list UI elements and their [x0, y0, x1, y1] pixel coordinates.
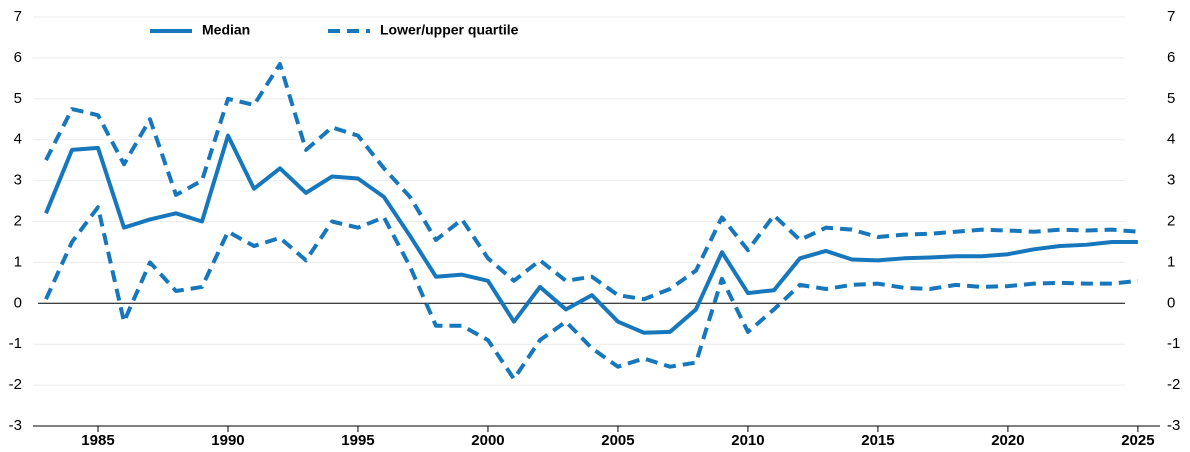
y2-tick-label: 2 [1167, 212, 1175, 229]
y-tick-label: 5 [14, 90, 22, 107]
y-tick-label: 3 [14, 172, 22, 189]
y2-tick-label: -1 [1167, 335, 1180, 352]
y2-tick-label: 3 [1167, 172, 1175, 189]
y-tick-label: 1 [14, 253, 22, 270]
upper-quartile-line [44, 62, 1139, 302]
y2-tick-label: 5 [1167, 90, 1175, 107]
y-tick-label: 0 [14, 294, 22, 311]
x-tick-label: 2010 [731, 432, 764, 449]
x-tick-label: 2005 [601, 432, 634, 449]
median-line [44, 133, 1138, 335]
y-tick-label: -2 [9, 376, 22, 393]
y2-tick-label: 1 [1167, 253, 1175, 270]
y2-tick-label: -2 [1167, 376, 1180, 393]
x-tick-label: 1990 [211, 432, 244, 449]
x-tick-label: 1985 [81, 432, 114, 449]
y2-tick-label: 4 [1167, 131, 1175, 148]
y2-tick-label: 0 [1167, 294, 1175, 311]
lower-quartile-line [44, 205, 1139, 381]
x-tick-label: 2020 [991, 432, 1024, 449]
y2-tick-label: 7 [1167, 8, 1175, 25]
y-tick-label: 4 [14, 131, 22, 148]
y2-tick-label: -3 [1167, 417, 1180, 434]
y-tick-label: 2 [14, 212, 22, 229]
legend-label: Lower/upper quartile [380, 22, 519, 38]
y2-tick-label: 6 [1167, 49, 1175, 66]
y-tick-label: 7 [14, 8, 22, 25]
x-tick-label: 1995 [341, 432, 374, 449]
legend-label: Median [202, 22, 250, 38]
x-tick-label: 2015 [861, 432, 894, 449]
y-tick-label: 6 [14, 49, 22, 66]
x-tick-label: 2025 [1121, 432, 1154, 449]
x-tick-label: 2000 [471, 432, 504, 449]
y-tick-label: -1 [9, 335, 22, 352]
y-tick-label: -3 [9, 417, 22, 434]
